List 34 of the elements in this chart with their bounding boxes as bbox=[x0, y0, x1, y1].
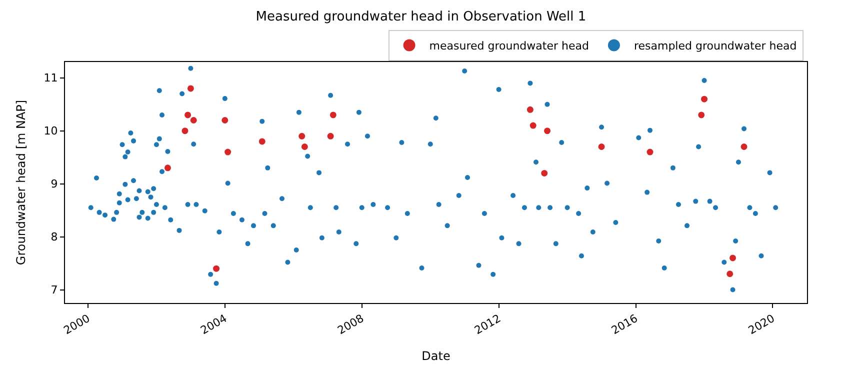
point bbox=[327, 132, 334, 140]
point bbox=[701, 96, 708, 102]
point bbox=[301, 144, 308, 150]
point bbox=[730, 254, 736, 262]
y-tick-label: 8 bbox=[50, 230, 58, 244]
point bbox=[530, 122, 536, 129]
legend-label: resampled groundwater head bbox=[634, 40, 797, 53]
point bbox=[740, 144, 748, 150]
point bbox=[224, 148, 232, 156]
point bbox=[184, 112, 192, 118]
point bbox=[213, 265, 220, 272]
point bbox=[726, 270, 734, 278]
legend-label: measured groundwater head bbox=[429, 40, 589, 53]
point bbox=[646, 148, 654, 156]
point bbox=[541, 170, 548, 176]
x-axis-title: Date bbox=[422, 348, 450, 363]
point bbox=[258, 138, 266, 145]
y-tick-label: 7 bbox=[50, 284, 58, 297]
y-axis-title: Groundwater head [m NAP] bbox=[14, 100, 28, 266]
point bbox=[330, 112, 336, 118]
point bbox=[190, 117, 197, 124]
point bbox=[298, 132, 306, 140]
point bbox=[544, 128, 551, 134]
y-tick-label: 9 bbox=[50, 178, 58, 191]
point bbox=[187, 85, 194, 92]
point bbox=[222, 117, 228, 124]
point bbox=[698, 112, 705, 118]
y-tick-label: 11 bbox=[44, 72, 58, 85]
point bbox=[526, 106, 534, 113]
point bbox=[598, 144, 605, 150]
point bbox=[182, 128, 188, 134]
y-tick-label: 10 bbox=[44, 124, 58, 138]
point bbox=[164, 164, 171, 172]
chart-title: Measured groundwater head in Observation Well 1 bbox=[256, 9, 586, 24]
